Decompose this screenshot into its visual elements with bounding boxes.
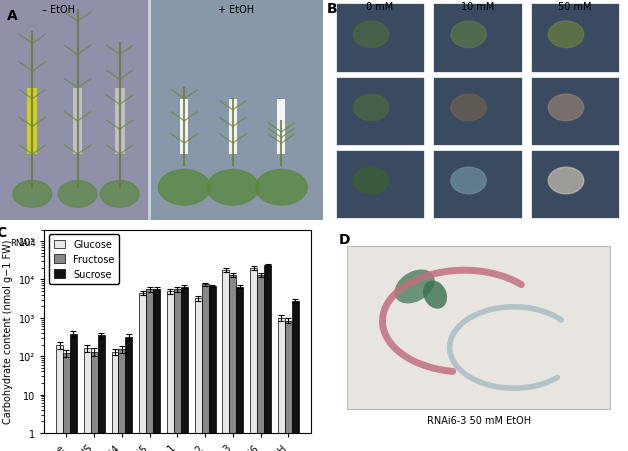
Text: RNAi4: RNAi4 xyxy=(165,239,191,248)
Bar xyxy=(250,268,257,451)
Circle shape xyxy=(451,168,486,194)
Bar xyxy=(181,287,188,451)
Bar xyxy=(153,289,160,451)
Circle shape xyxy=(548,95,584,121)
Bar xyxy=(292,301,299,451)
Bar xyxy=(0,0,149,221)
Bar xyxy=(146,290,153,451)
Text: 10 mM: 10 mM xyxy=(461,2,494,12)
Bar xyxy=(336,150,425,219)
Bar xyxy=(91,352,98,451)
Bar xyxy=(433,77,522,146)
Circle shape xyxy=(354,95,389,121)
Bar xyxy=(98,336,105,451)
Text: RNAi6-3 50 mM EtOH: RNAi6-3 50 mM EtOH xyxy=(427,415,531,425)
Bar xyxy=(73,88,82,155)
Bar xyxy=(229,276,236,451)
Bar xyxy=(278,318,285,451)
Bar xyxy=(28,88,37,155)
Text: + EtOH: + EtOH xyxy=(218,5,254,15)
Text: RNAi6: RNAi6 xyxy=(214,239,239,248)
Bar xyxy=(84,349,91,451)
Circle shape xyxy=(548,22,584,49)
Bar xyxy=(70,334,77,451)
Text: 0 mM: 0 mM xyxy=(367,2,394,12)
Bar xyxy=(257,276,264,451)
Circle shape xyxy=(58,181,97,208)
Bar xyxy=(180,100,188,155)
Bar xyxy=(174,290,181,451)
Bar xyxy=(115,88,124,155)
Bar xyxy=(139,293,146,451)
Text: RNAi4: RNAi4 xyxy=(10,239,35,248)
Bar xyxy=(119,350,126,451)
Bar xyxy=(531,5,619,73)
Text: GUS: GUS xyxy=(111,239,129,248)
Bar xyxy=(63,354,70,451)
Bar xyxy=(531,150,619,219)
Bar xyxy=(433,150,522,219)
Bar xyxy=(336,77,425,146)
Bar xyxy=(195,299,202,451)
Bar xyxy=(347,246,610,409)
Circle shape xyxy=(354,22,389,49)
Bar xyxy=(336,5,425,73)
Text: A: A xyxy=(6,9,17,23)
Circle shape xyxy=(451,22,486,49)
Circle shape xyxy=(100,181,139,208)
Text: – EtOH: – EtOH xyxy=(41,5,75,15)
Bar xyxy=(167,291,174,451)
Bar xyxy=(531,77,619,146)
Text: RNAi6: RNAi6 xyxy=(58,239,84,248)
Bar xyxy=(433,5,522,73)
Bar xyxy=(285,321,292,451)
Circle shape xyxy=(354,168,389,194)
Bar xyxy=(222,270,229,451)
Circle shape xyxy=(13,181,51,208)
Bar xyxy=(236,287,243,451)
Text: 50 mM: 50 mM xyxy=(558,2,592,12)
Ellipse shape xyxy=(394,270,435,304)
Circle shape xyxy=(548,168,584,194)
Bar xyxy=(149,0,323,221)
Y-axis label: Carbohydrate content (nmol g−1 FW): Carbohydrate content (nmol g−1 FW) xyxy=(3,239,13,423)
Text: B: B xyxy=(327,2,338,16)
Bar xyxy=(126,337,133,451)
Text: GUS: GUS xyxy=(273,239,290,248)
Text: D: D xyxy=(338,232,350,246)
Legend: Glucose, Fructose, Sucrose: Glucose, Fructose, Sucrose xyxy=(49,235,119,284)
Circle shape xyxy=(256,170,307,206)
Circle shape xyxy=(158,170,210,206)
Bar xyxy=(208,286,215,451)
Ellipse shape xyxy=(423,281,447,309)
Bar xyxy=(56,346,63,451)
Bar xyxy=(264,265,271,451)
Circle shape xyxy=(451,95,486,121)
Text: C: C xyxy=(0,226,6,240)
Bar xyxy=(229,100,237,155)
Bar xyxy=(112,352,119,451)
Bar xyxy=(202,285,208,451)
Bar xyxy=(278,100,285,155)
Circle shape xyxy=(207,170,259,206)
